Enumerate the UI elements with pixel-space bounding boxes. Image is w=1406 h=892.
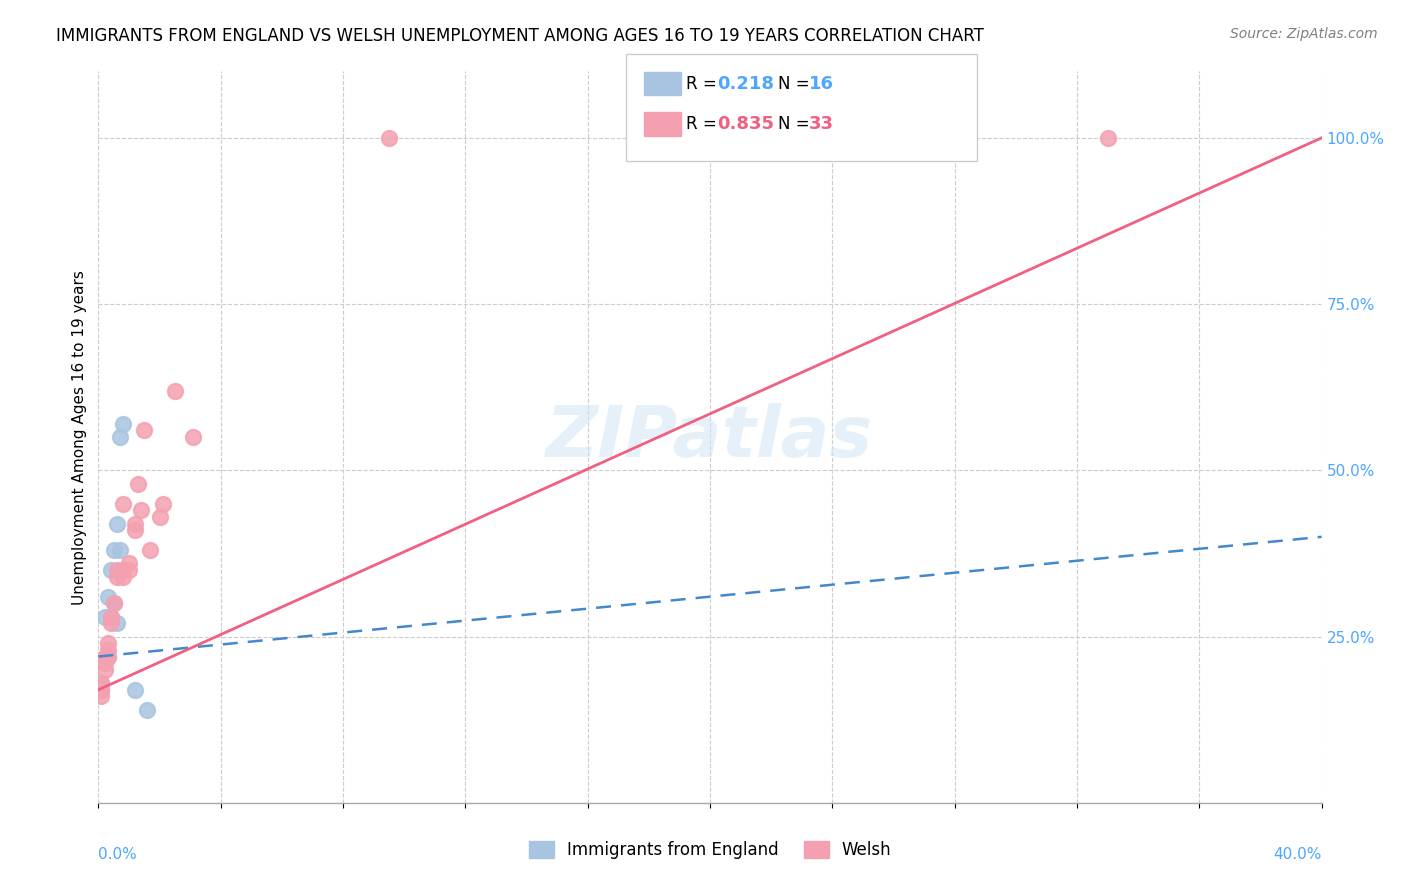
Text: 16: 16 xyxy=(808,75,834,93)
Point xyxy=(108,430,131,444)
Point xyxy=(149,509,172,524)
Point xyxy=(134,424,156,438)
Point xyxy=(136,703,159,717)
Text: N =: N = xyxy=(778,75,814,93)
Point xyxy=(105,516,128,531)
Text: 0.218: 0.218 xyxy=(717,75,775,93)
Point xyxy=(163,384,186,398)
Text: 33: 33 xyxy=(808,115,834,133)
Point xyxy=(90,682,112,697)
Point xyxy=(124,682,146,697)
Point xyxy=(100,609,122,624)
Point xyxy=(111,417,134,431)
Point xyxy=(105,563,128,577)
Point xyxy=(105,570,128,584)
Point xyxy=(90,676,112,690)
Point xyxy=(97,649,120,664)
Text: 0.0%: 0.0% xyxy=(98,847,138,862)
Point xyxy=(118,557,141,571)
Point xyxy=(97,649,120,664)
Point xyxy=(139,543,162,558)
Text: IMMIGRANTS FROM ENGLAND VS WELSH UNEMPLOYMENT AMONG AGES 16 TO 19 YEARS CORRELAT: IMMIGRANTS FROM ENGLAND VS WELSH UNEMPLO… xyxy=(56,27,984,45)
Point xyxy=(111,497,134,511)
Point xyxy=(90,690,112,704)
Point xyxy=(129,503,152,517)
Point xyxy=(378,131,401,145)
Text: R =: R = xyxy=(686,75,723,93)
Legend: Immigrants from England, Welsh: Immigrants from England, Welsh xyxy=(520,833,900,868)
Point xyxy=(127,476,149,491)
Point xyxy=(93,656,115,670)
Text: R =: R = xyxy=(686,115,723,133)
Point xyxy=(100,563,122,577)
Point xyxy=(152,497,174,511)
Point xyxy=(1097,131,1119,145)
Text: ZIPatlas: ZIPatlas xyxy=(547,402,873,472)
Text: Source: ZipAtlas.com: Source: ZipAtlas.com xyxy=(1230,27,1378,41)
Point xyxy=(90,682,112,697)
Point xyxy=(118,563,141,577)
Text: N =: N = xyxy=(778,115,814,133)
Point xyxy=(90,676,112,690)
Point xyxy=(103,596,125,610)
Point xyxy=(124,516,146,531)
Point xyxy=(100,609,122,624)
Point xyxy=(103,596,125,610)
Y-axis label: Unemployment Among Ages 16 to 19 years: Unemployment Among Ages 16 to 19 years xyxy=(72,269,87,605)
Point xyxy=(108,543,131,558)
Point xyxy=(100,616,122,631)
Point xyxy=(111,563,134,577)
Point xyxy=(97,643,120,657)
Point xyxy=(93,649,115,664)
Point xyxy=(103,543,125,558)
Text: 40.0%: 40.0% xyxy=(1274,847,1322,862)
Point xyxy=(105,616,128,631)
Text: 0.835: 0.835 xyxy=(717,115,775,133)
Point xyxy=(90,682,112,697)
Point xyxy=(93,609,115,624)
Point xyxy=(124,523,146,537)
Point xyxy=(97,636,120,650)
Point xyxy=(93,663,115,677)
Point xyxy=(181,430,204,444)
Point xyxy=(111,570,134,584)
Point xyxy=(745,131,768,145)
Point xyxy=(97,590,120,604)
